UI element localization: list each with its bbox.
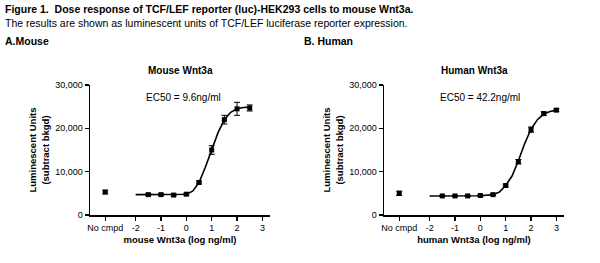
svg-text:Mouse Wnt3a: Mouse Wnt3a bbox=[148, 65, 213, 76]
svg-text:1: 1 bbox=[503, 223, 508, 233]
svg-text:-2: -2 bbox=[132, 223, 140, 233]
svg-text:20,000: 20,000 bbox=[55, 123, 83, 133]
svg-text:30,000: 30,000 bbox=[55, 80, 83, 90]
svg-text:No cmpd: No cmpd bbox=[381, 223, 417, 233]
svg-text:Luminescent Units(subtract bkg: Luminescent Units(subtract bkgd) bbox=[321, 108, 344, 193]
svg-text:20,000: 20,000 bbox=[349, 123, 377, 133]
svg-text:-1: -1 bbox=[451, 223, 459, 233]
svg-text:0: 0 bbox=[184, 223, 189, 233]
svg-text:-1: -1 bbox=[157, 223, 165, 233]
svg-text:The results are shown as lumin: The results are shown as luminescent uni… bbox=[5, 17, 407, 29]
svg-text:0: 0 bbox=[372, 210, 377, 220]
svg-text:mouse Wnt3a (log ng/ml): mouse Wnt3a (log ng/ml) bbox=[124, 234, 237, 245]
svg-text:1: 1 bbox=[209, 223, 214, 233]
svg-text:10,000: 10,000 bbox=[349, 167, 377, 177]
svg-text:EC50 = 9.6ng/ml: EC50 = 9.6ng/ml bbox=[146, 92, 221, 103]
svg-text:30,000: 30,000 bbox=[349, 80, 377, 90]
svg-text:-2: -2 bbox=[426, 223, 434, 233]
svg-text:B. Human: B. Human bbox=[304, 35, 353, 47]
svg-text:Luminescent Units(subtract bkg: Luminescent Units(subtract bkgd) bbox=[27, 108, 50, 193]
svg-text:human Wnt3a (log ng/ml): human Wnt3a (log ng/ml) bbox=[417, 234, 530, 245]
svg-text:0: 0 bbox=[78, 210, 83, 220]
svg-text:No cmpd: No cmpd bbox=[87, 223, 123, 233]
svg-text:2: 2 bbox=[529, 223, 534, 233]
svg-text:0: 0 bbox=[478, 223, 483, 233]
svg-text:3: 3 bbox=[260, 223, 265, 233]
svg-text:A.Mouse: A.Mouse bbox=[5, 35, 49, 47]
svg-text:Human Wnt3a: Human Wnt3a bbox=[441, 65, 508, 76]
svg-text:3: 3 bbox=[554, 223, 559, 233]
svg-text:10,000: 10,000 bbox=[55, 167, 83, 177]
svg-text:EC50 = 42.2ng/ml: EC50 = 42.2ng/ml bbox=[440, 92, 520, 103]
svg-text:Figure 1. Dose response of TC: Figure 1. Dose response of TCF/LEF repor… bbox=[5, 3, 413, 15]
svg-text:2: 2 bbox=[235, 223, 240, 233]
